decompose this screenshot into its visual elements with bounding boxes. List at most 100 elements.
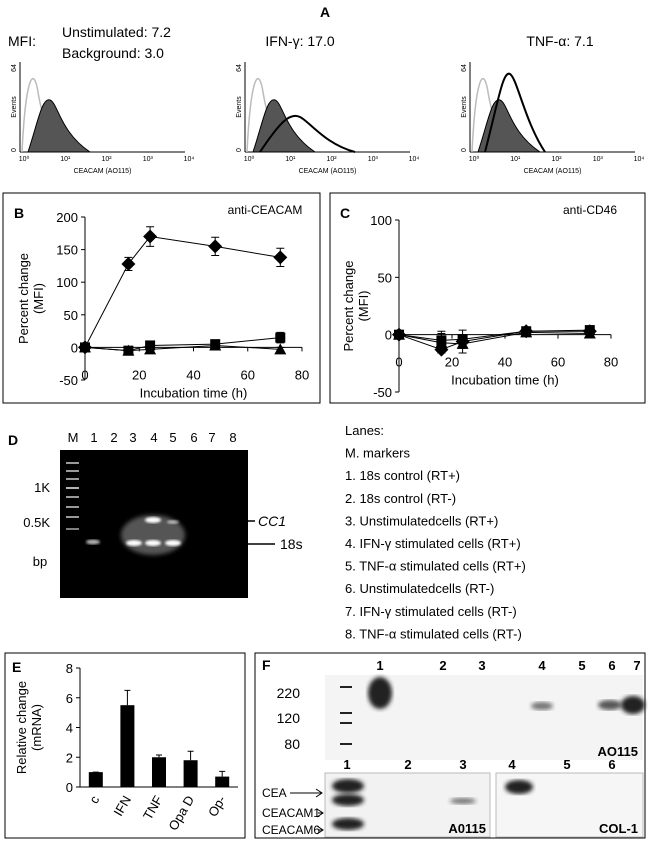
lane-label: 1	[343, 757, 350, 772]
x-tick-label: 10²	[326, 156, 337, 163]
x-tick-label: 40	[498, 355, 512, 370]
y-axis-label: (MFI)	[356, 290, 371, 321]
size-label: 80	[284, 736, 300, 752]
y-axis-label: Percent change	[16, 253, 31, 344]
annotation: Background: 3.0	[62, 45, 164, 61]
ladder-band	[66, 470, 79, 472]
ladder-band	[340, 712, 352, 714]
band	[332, 794, 364, 806]
panel-label: F	[262, 657, 271, 673]
arrows	[290, 788, 324, 835]
y-tick-label: 50	[64, 308, 78, 323]
band	[598, 700, 622, 710]
marker-label: bp	[33, 554, 47, 569]
y-axis-label: (MFI)	[31, 283, 46, 314]
lane-labels: 1 2 3 4 5 6 7	[376, 658, 640, 673]
point	[79, 341, 91, 353]
lane-label: 6	[190, 430, 197, 445]
marker-label: 1K	[34, 480, 50, 495]
lane-label: 4	[538, 658, 546, 673]
bar	[152, 757, 166, 787]
x-tick-label: 10⁴	[184, 156, 195, 163]
series-line	[84, 337, 281, 352]
histogram	[259, 114, 356, 153]
annotation: IFN-γ: 17.0	[265, 33, 334, 49]
lane-label: 3	[478, 658, 485, 673]
x-tick-label: 40	[186, 367, 200, 382]
panel-label: C	[340, 205, 350, 221]
x-axis-label: Incubation time (h)	[140, 385, 248, 400]
panel-frame	[329, 192, 646, 404]
y-axis-bottom: 0	[461, 148, 468, 152]
band-label: CC1	[258, 513, 286, 529]
ladder-band	[66, 478, 79, 480]
lane-label: 7	[633, 658, 640, 673]
histogram	[27, 99, 92, 153]
lane-label: 6	[608, 658, 615, 673]
band	[505, 780, 533, 794]
mfi-label: MFI:	[8, 33, 36, 49]
y-tick-label: 50	[378, 270, 392, 285]
x-tick-label: 60	[551, 355, 565, 370]
band	[332, 818, 364, 830]
band-label: 18s	[280, 536, 303, 552]
x-tick-label: Op-	[205, 793, 229, 819]
ladder-band	[340, 722, 352, 724]
point	[583, 327, 596, 339]
legend-item: 8. TNF-α stimulated cells (RT-)	[345, 626, 522, 641]
antibody-label: COL-1	[599, 821, 638, 836]
y-tick-label: 150	[56, 243, 78, 258]
blot-bands	[332, 779, 533, 830]
panel-label: A	[320, 4, 330, 20]
protein-label: CEACAM1	[262, 806, 320, 820]
series-line	[84, 236, 281, 348]
blot-bands	[340, 677, 645, 745]
y-tick-label: 0	[385, 328, 392, 343]
subtitle: anti-CD46	[563, 203, 617, 217]
x-tick-label: 10³	[143, 156, 154, 163]
y-tick-label: 6	[66, 691, 73, 706]
legend-item: M. markers	[345, 446, 411, 461]
size-label: 220	[277, 685, 301, 701]
x-tick-label: 10⁰	[19, 155, 30, 163]
band	[621, 696, 645, 714]
panel-label: B	[14, 205, 24, 221]
histogram	[477, 99, 542, 153]
point	[456, 337, 469, 349]
histogram	[252, 99, 317, 153]
point	[435, 336, 448, 348]
panel-frame	[2, 192, 321, 404]
series-line	[84, 344, 281, 352]
x-axis-label: Incubation time (h)	[451, 373, 559, 388]
y-tick-label: -50	[373, 385, 392, 400]
point	[122, 344, 135, 356]
band	[332, 779, 364, 793]
ladder-band	[66, 516, 79, 518]
band	[165, 540, 181, 546]
point	[274, 343, 287, 355]
y-axis-label: Relative change	[14, 681, 29, 774]
x-axis-label: CEACAM (AO115)	[524, 168, 582, 175]
panel-label: D	[8, 432, 18, 448]
arrow-head	[222, 517, 229, 525]
x-tick-label: 0	[81, 367, 88, 382]
legend-item: 1. 18s control (RT+)	[345, 468, 460, 483]
y-axis-top: 64	[461, 64, 468, 72]
x-tick-label: TNF	[140, 793, 166, 822]
error-bar	[187, 750, 194, 761]
panel-label: E	[12, 659, 21, 675]
lane-label: 2	[110, 430, 117, 445]
x-tick-label: 10⁰	[244, 155, 255, 163]
point	[121, 256, 136, 271]
y-tick-label: 0	[66, 780, 73, 795]
band	[167, 520, 179, 524]
y-tick-label: 200	[56, 210, 78, 225]
legend-item: 3. Unstimulatedcells (RT+)	[345, 513, 498, 528]
ladder-band	[340, 686, 352, 688]
x-tick-label: 60	[241, 367, 255, 382]
band	[450, 798, 476, 804]
lane-label: 5	[563, 757, 570, 772]
x-tick-label: 20	[445, 355, 459, 370]
